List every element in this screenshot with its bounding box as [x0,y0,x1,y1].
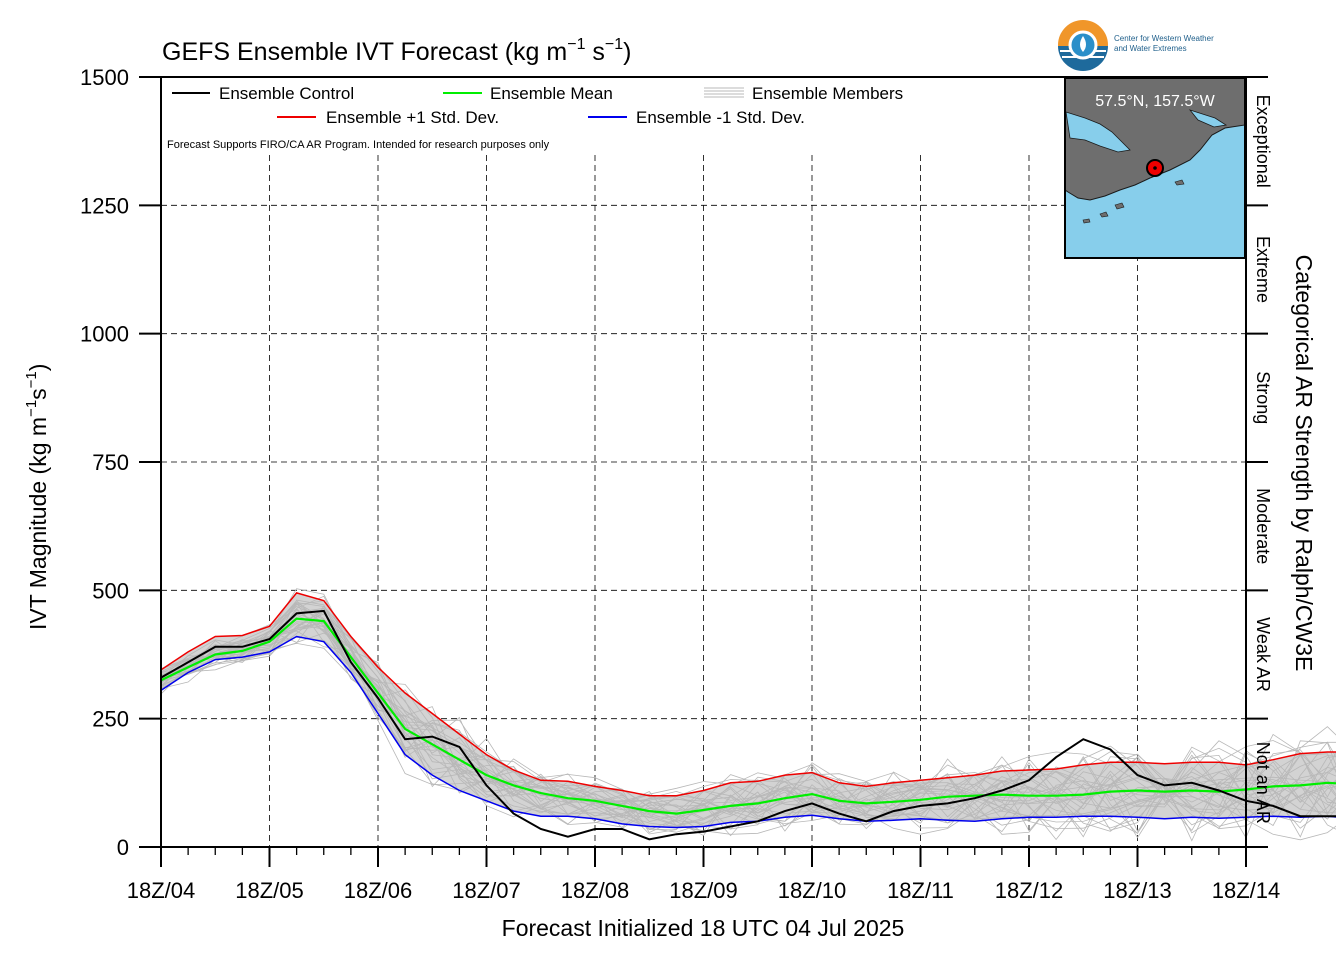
minus-std-line [160,635,1336,829]
y-tick-label: 1250 [80,193,129,218]
x-axis-label: Forecast Initialized 18 UTC 04 Jul 2025 [502,915,905,941]
x-tick-label: 18Z/06 [344,878,413,903]
ensemble-member-line [160,610,1336,839]
ensemble-member-line [160,606,1336,833]
control-line [160,609,1336,841]
ensemble-member-line [160,607,1336,832]
ensemble-member-line [160,600,1336,835]
y-tick-label: 500 [92,578,129,603]
category-label: Weak AR [1253,617,1273,692]
legend: Ensemble Control Ensemble Mean Ensemble … [167,84,903,151]
tick-labels: 0 250 500 750 1000 1250 1500 18Z/04 18Z/05 18Z/06… [80,65,1280,903]
ensemble-member-line [160,610,1336,831]
land-mass [1064,77,1246,201]
x-tick-label: 18Z/12 [995,878,1064,903]
category-label: Extreme [1253,236,1273,303]
ensemble-member-line [160,614,1336,841]
y-tick-label: 1000 [80,322,129,347]
y-axis-label: IVT Magnitude (kg m−1s−1) [23,364,51,630]
x-tick-label: 18Z/04 [127,878,196,903]
ensemble-member-line [160,603,1336,829]
category-label: Moderate [1253,488,1273,564]
right-axis-label: Categorical AR Strength by Ralph/CW3E [1291,255,1317,672]
legend-members-label: Ensemble Members [752,84,903,103]
ensemble-member-line [160,602,1336,837]
grid-lines [161,155,1246,847]
series-lines [160,592,1336,841]
x-tick-label: 18Z/14 [1212,878,1281,903]
x-tick-label: 18Z/08 [561,878,630,903]
x-tick-label: 18Z/05 [235,878,304,903]
x-tick-label: 18Z/09 [669,878,738,903]
x-tick-label: 18Z/07 [452,878,521,903]
legend-members-swatch [704,87,744,98]
ensemble-member-line [160,621,1336,835]
chart-title: GEFS Ensemble IVT Forecast (kg m−1 s−1) [162,36,632,66]
mean-line [160,617,1336,815]
research-note: Forecast Supports FIRO/CA AR Program. In… [167,139,550,151]
legend-plus-std-label: Ensemble +1 Std. Dev. [326,108,499,127]
y-tick-label: 750 [92,450,129,475]
logo-text-line1: Center for Western Weather [1114,34,1214,43]
category-label: Exceptional [1253,95,1273,188]
x-tick-label: 18Z/10 [778,878,847,903]
ensemble-member-line [160,636,1336,835]
inset-map: 57.5°N, 157.5°W [1064,77,1246,259]
cw3e-logo: Center for Western Weather and Water Ext… [1058,20,1214,72]
ensemble-member-line [160,630,1336,833]
category-label: Strong [1253,371,1273,424]
category-label: Not an AR [1253,742,1273,824]
ensemble-member-line [160,599,1336,839]
plus-std-line [160,592,1336,797]
y-tick-label: 1500 [80,65,129,90]
y-tick-label: 250 [92,707,129,732]
y-tick-label: 0 [117,835,129,860]
logo-text-line2: and Water Extremes [1114,44,1187,53]
inset-map-label: 57.5°N, 157.5°W [1095,93,1215,110]
ensemble-member-line [160,607,1336,832]
legend-mean-label: Ensemble Mean [490,84,613,103]
category-labels: Not an AR Weak AR Moderate Strong Extreme Exc… [1253,95,1273,824]
axis-ticks [139,76,1268,867]
legend-control-label: Ensemble Control [219,84,354,103]
x-tick-label: 18Z/11 [887,878,954,903]
x-tick-label: 18Z/13 [1103,878,1172,903]
legend-minus-std-label: Ensemble -1 Std. Dev. [636,108,805,127]
